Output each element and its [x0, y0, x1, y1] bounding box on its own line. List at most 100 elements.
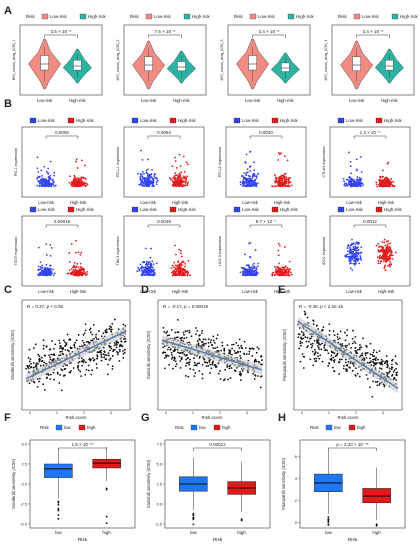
panel-b-plot-3-dot [244, 161, 246, 163]
panel-b-plot-5-dot [68, 252, 71, 254]
panel-e-dot [313, 339, 316, 342]
panel-e-dot [324, 348, 327, 351]
panel-b-plot-8-dot [378, 255, 381, 258]
panel-b-plot-7-dot [250, 266, 253, 269]
panel-b-plot-6-dot [174, 253, 177, 256]
panel-b-plot-1-dot [43, 184, 45, 187]
panel-b-plot-6-dot [174, 264, 177, 267]
panel-h-legend-key-low [325, 424, 333, 431]
panel-b-plot-8-dot [354, 245, 356, 248]
panel-c-dot [112, 348, 115, 351]
panel-c-dot [53, 358, 55, 360]
panel-b-plot-2-dot [174, 172, 177, 175]
panel-b-plot-8-legend-label-Low-risk: Low-risk [346, 207, 364, 212]
panel-e-dot [310, 346, 313, 349]
panel-e-dot [312, 323, 315, 326]
panel-e-dot [337, 361, 340, 364]
panel-e-dot [365, 374, 368, 376]
panel-c-dot [32, 366, 35, 369]
panel-d-dot [176, 318, 179, 321]
panel-e-dot [311, 344, 314, 347]
panel-e-dot [311, 342, 314, 345]
panel-e-dot [380, 358, 383, 361]
panel-b-plot-3-legend-key-Low-risk [233, 117, 241, 124]
panel-b-plot-8-dot [385, 250, 388, 253]
panel-f-outlier [57, 509, 60, 512]
panel-b-plot-1-dot [45, 170, 48, 173]
panel-b-plot-2-legend-key-Low-risk [131, 117, 139, 124]
panel-f-xlabel: Risk [78, 537, 88, 543]
panel-b-plot-2-bracket [147, 135, 181, 139]
panel-e-dot [317, 342, 320, 344]
panel-b-plot-8-dot [388, 245, 391, 248]
panel-b-plot-2-dot [145, 183, 147, 186]
panel-c-dot [74, 341, 77, 344]
panel-c-dot [124, 340, 127, 343]
panel-b-plot-5-dot [76, 270, 79, 273]
panel-d-xtick: 3 [246, 411, 248, 415]
panel-b-plot-8-dot [351, 238, 353, 241]
panel-d-dot [213, 363, 216, 366]
panel-b-plot-7-dot [281, 270, 283, 272]
panel-d-dot [163, 357, 166, 359]
panel-b-plot-6-legend-label-Low-risk: Low-risk [140, 207, 158, 212]
panel-b-plot-1-dot [47, 172, 49, 174]
panel-e-dot [332, 330, 335, 332]
panel-b-plot-6-dot [139, 263, 142, 266]
panel-c-dot [49, 378, 52, 381]
panel-b-plot-8-dot [358, 262, 361, 265]
panel-b-plot-3-dot [278, 153, 281, 156]
panel-e-dot [313, 352, 316, 355]
panel-e-dot [372, 351, 375, 354]
panel-e-dot [311, 350, 314, 353]
panel-d-dot [166, 334, 169, 337]
panel-c-dot [59, 354, 62, 357]
panel-b-plot-2-dot [179, 182, 182, 185]
panel-c-dot [100, 359, 103, 362]
panel-d-dot [186, 330, 189, 332]
panel-e-dot [330, 354, 333, 357]
panel-d-dot [168, 334, 171, 337]
panel-b-plot-1-dot [49, 174, 52, 177]
panel-b-plot-2-dot [141, 178, 144, 181]
panel-c-dot [115, 343, 118, 346]
panel-b-plot-7-dot [255, 266, 258, 269]
panel-b-plot-7-dot [254, 274, 257, 277]
panel-a-plot-4-legend-label-High-risk: High-risk [400, 14, 419, 19]
panel-b-plot-6-dot [149, 268, 151, 271]
panel-d-dot [187, 375, 190, 378]
panel-e-dot [298, 347, 301, 350]
panel-d-dot [238, 338, 241, 341]
panel-c-dot [79, 370, 82, 373]
panel-b-plot-3-dot [242, 176, 245, 179]
panel-b-plot-7-dot [256, 265, 259, 268]
panel-b-plot-1-ylabel: PD-1 expression [14, 148, 18, 176]
panel-h-box-high [362, 488, 391, 503]
panel-b-plot-3-dot [255, 174, 258, 177]
panel-b-plot-6-dot [152, 263, 155, 266]
panel-e-dot [376, 380, 379, 383]
panel-e-dot [355, 352, 358, 355]
panel-a-plot-3-bracket [252, 34, 286, 38]
panel-b-plot-6-ylabel: TIM-3 expression [116, 236, 120, 265]
panel-b-plot-2-dot [179, 165, 182, 167]
panel-d-dot [183, 333, 185, 336]
panel-d-dot [209, 372, 211, 374]
panel-b-plot-7-dot [253, 267, 255, 269]
panel-b-plot-8-dot [351, 269, 354, 271]
panel-d-dot [177, 351, 179, 354]
panel-b-plot-7-dot [278, 262, 281, 265]
panel-b-plot-5-dot [81, 268, 84, 271]
panel-b-plot-6-dot [182, 268, 185, 271]
panel-b-plot-3-dot [277, 152, 280, 154]
panel-e-dot [369, 386, 371, 389]
panel-a-plot-4-box-0 [352, 56, 361, 71]
panel-a-plot-2-xtick-High-risk: High-risk [173, 98, 190, 103]
panel-b-plot-2-dot [141, 180, 144, 183]
panel-c-dot [118, 350, 121, 353]
panel-b-plot-2-dot [146, 172, 149, 175]
panel-d-dot [201, 377, 204, 380]
panel-d-dot [210, 367, 213, 370]
panel-b-plot-4-dot [377, 183, 380, 186]
panel-e-dot [297, 336, 300, 339]
